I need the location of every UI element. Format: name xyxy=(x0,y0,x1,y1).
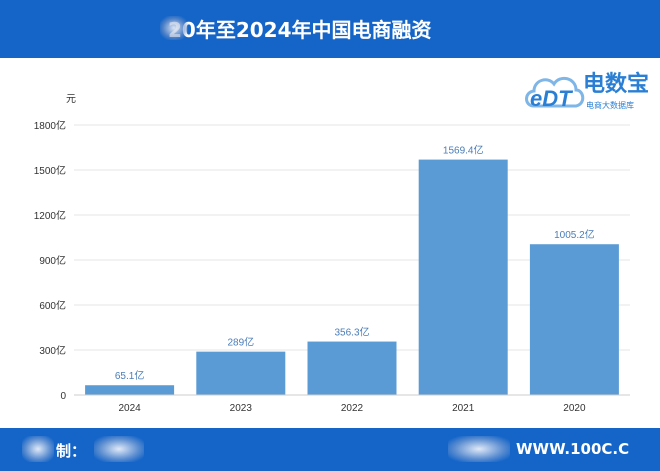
x-tick-label: 2021 xyxy=(452,403,475,414)
logo-tagline: 电商大数据库 xyxy=(586,101,634,110)
logo-name: 电数宝 xyxy=(583,72,650,97)
x-tick-label: 2024 xyxy=(118,403,141,414)
x-tick-label: 2022 xyxy=(341,403,364,414)
header-bar-tail xyxy=(462,0,660,58)
footer-notch xyxy=(200,420,458,430)
y-tick-label: 1800亿 xyxy=(34,119,66,132)
bar xyxy=(418,159,508,395)
bar xyxy=(85,385,175,395)
chart-title: 20年至2024年中国电商融资 xyxy=(168,18,432,42)
footer-website-text: WWW.100C.C xyxy=(516,440,630,458)
bars: 65.1亿 289亿 356.3亿 1569.4亿 1005.2亿 xyxy=(85,144,619,395)
y-axis-unit: 元 xyxy=(66,94,76,105)
data-label: 356.3亿 xyxy=(334,326,369,339)
y-tick-label: 1200亿 xyxy=(34,209,66,222)
title-blur-mark xyxy=(160,16,188,40)
footer-source: 制： xyxy=(22,436,144,462)
logo-mark-text: eDT xyxy=(530,86,573,111)
data-label: 1569.4亿 xyxy=(443,144,484,157)
bar xyxy=(529,244,619,395)
y-tick-label: 600亿 xyxy=(39,299,66,312)
y-tick-label: 300亿 xyxy=(39,344,66,357)
bar xyxy=(196,351,286,395)
bar xyxy=(307,341,397,395)
y-tick-label: 0 xyxy=(60,391,66,402)
x-axis: 2024 2023 2022 2021 2020 xyxy=(74,394,630,414)
y-tick-label: 1500亿 xyxy=(34,164,66,177)
x-tick-label: 2020 xyxy=(563,403,586,414)
y-axis: 0 300亿 600亿 900亿 1200亿 1500亿 1800亿 元 xyxy=(34,94,76,402)
y-tick-label: 900亿 xyxy=(39,254,66,267)
edt-logo-icon: eDT xyxy=(525,76,585,111)
data-label: 65.1亿 xyxy=(115,369,144,382)
footer-source-text: 制： xyxy=(56,442,87,460)
data-label: 289亿 xyxy=(227,336,254,349)
data-label: 1005.2亿 xyxy=(554,228,595,241)
footer-website: WWW.100C.C xyxy=(448,436,630,462)
x-tick-label: 2023 xyxy=(230,403,253,414)
